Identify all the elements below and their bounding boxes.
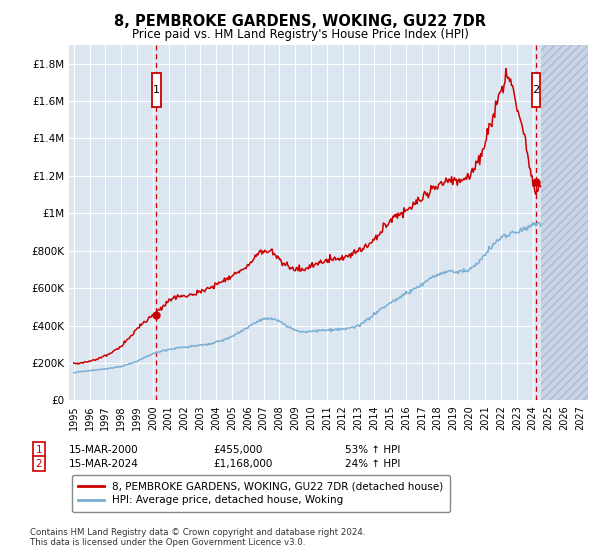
Text: 2: 2 <box>35 459 43 469</box>
Text: 15-MAR-2024: 15-MAR-2024 <box>69 459 139 469</box>
Text: 24% ↑ HPI: 24% ↑ HPI <box>345 459 400 469</box>
Text: Price paid vs. HM Land Registry's House Price Index (HPI): Price paid vs. HM Land Registry's House … <box>131 28 469 41</box>
Text: 8, PEMBROKE GARDENS, WOKING, GU22 7DR: 8, PEMBROKE GARDENS, WOKING, GU22 7DR <box>114 14 486 29</box>
Text: £1,168,000: £1,168,000 <box>213 459 272 469</box>
Text: 1: 1 <box>152 85 160 95</box>
Legend: 8, PEMBROKE GARDENS, WOKING, GU22 7DR (detached house), HPI: Average price, deta: 8, PEMBROKE GARDENS, WOKING, GU22 7DR (d… <box>71 475 450 512</box>
Text: 53% ↑ HPI: 53% ↑ HPI <box>345 445 400 455</box>
Bar <box>541 45 588 400</box>
Text: 1: 1 <box>35 445 43 455</box>
FancyBboxPatch shape <box>532 73 541 106</box>
Text: £455,000: £455,000 <box>213 445 262 455</box>
Text: Contains HM Land Registry data © Crown copyright and database right 2024.
This d: Contains HM Land Registry data © Crown c… <box>30 528 365 547</box>
FancyBboxPatch shape <box>152 73 161 106</box>
Text: 15-MAR-2000: 15-MAR-2000 <box>69 445 139 455</box>
Text: 2: 2 <box>532 85 539 95</box>
